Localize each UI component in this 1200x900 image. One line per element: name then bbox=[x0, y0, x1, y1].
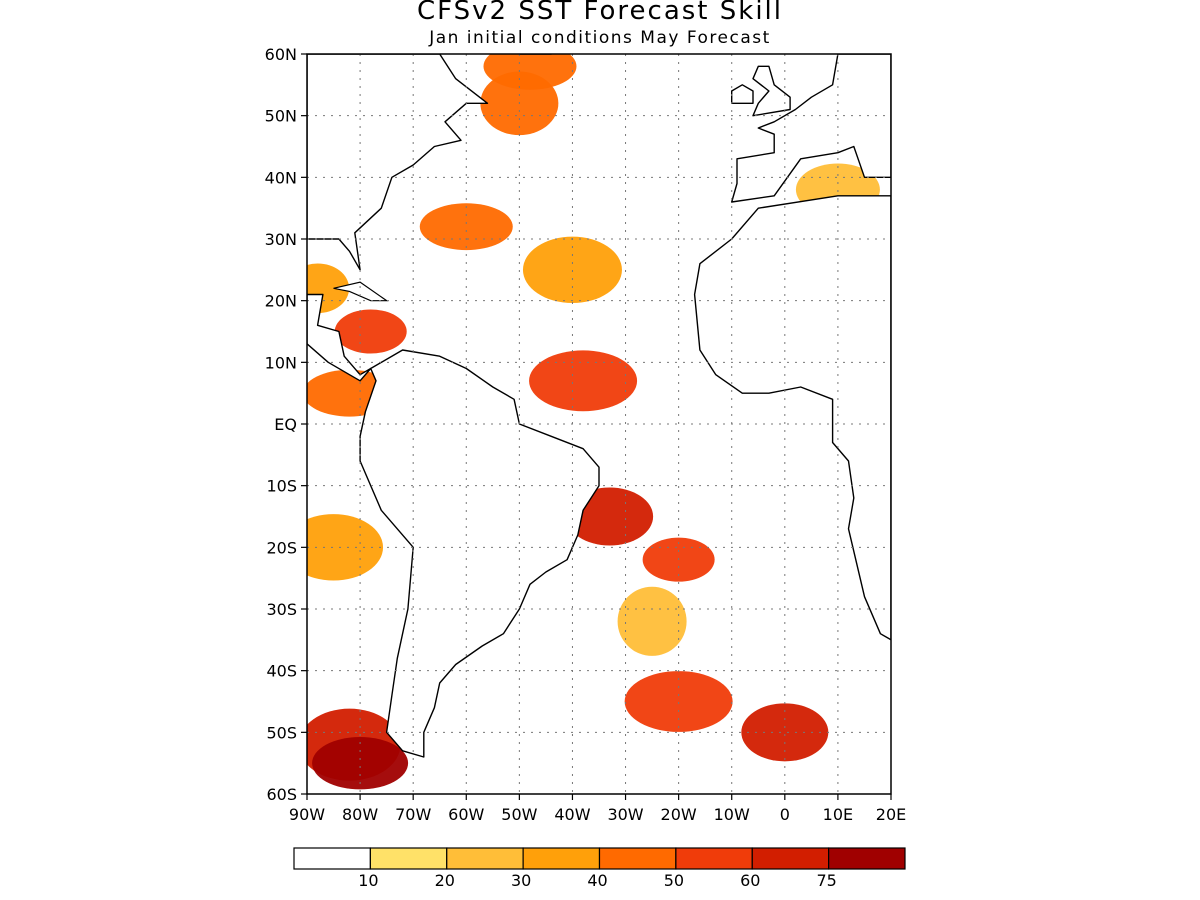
central-america-landmass bbox=[307, 293, 372, 382]
colorbar-swatch bbox=[675, 847, 753, 870]
colorbar-swatch bbox=[522, 847, 601, 870]
latitude-tick-label: 40S bbox=[266, 662, 297, 681]
longitude-tick-label: 90W bbox=[289, 805, 325, 824]
longitude-tick-label: 80W bbox=[342, 805, 378, 824]
longitude-axis: 90W 80W 70W 60W 50W 40W 30W 20W 10W 0 10E 20E bbox=[289, 794, 906, 824]
latitude-tick-label: 30N bbox=[265, 230, 297, 249]
latitude-tick-label: 10N bbox=[265, 353, 297, 372]
map-subtitle: Jan initial conditions May Forecast bbox=[429, 28, 771, 48]
latitude-tick-label: 20N bbox=[265, 292, 297, 311]
latitude-tick-label: EQ bbox=[274, 415, 297, 434]
map-title: CFSv2 SST Forecast Skill bbox=[416, 0, 784, 26]
skill-region bbox=[419, 203, 513, 251]
longitude-tick-label: 10E bbox=[823, 805, 853, 824]
colorbar-level-label: 75 bbox=[816, 871, 836, 890]
latitude-tick-label: 10S bbox=[266, 477, 297, 496]
colorbar-swatch bbox=[828, 847, 906, 870]
british-isles-landmass bbox=[752, 65, 791, 117]
south-america-landmass bbox=[359, 349, 600, 758]
colorbar-swatch bbox=[598, 847, 677, 870]
longitude-tick-label: 0 bbox=[780, 805, 790, 824]
latitude-tick-label: 30S bbox=[266, 600, 297, 619]
africa-landmass bbox=[693, 195, 891, 641]
colorbar-swatch bbox=[751, 847, 830, 870]
skill-region bbox=[617, 586, 687, 656]
colorbar: 10 20 30 40 50 60 75 bbox=[293, 847, 906, 890]
colorbar-level-label: 50 bbox=[664, 871, 684, 890]
europe-landmass bbox=[731, 54, 891, 203]
longitude-tick-label: 30W bbox=[607, 805, 643, 824]
colorbar-swatch bbox=[446, 847, 524, 870]
cuba-landmass bbox=[333, 281, 389, 302]
skill-region bbox=[741, 703, 829, 762]
skill-region bbox=[334, 309, 407, 354]
longitude-tick-label: 70W bbox=[395, 805, 431, 824]
north-america-landmass bbox=[307, 54, 489, 271]
latitude-tick-label: 40N bbox=[265, 168, 297, 187]
skill-region bbox=[522, 236, 622, 304]
latitude-tick-label: 50N bbox=[265, 107, 297, 126]
colorbar-level-label: 60 bbox=[740, 871, 760, 890]
colorbar-swatch bbox=[293, 847, 371, 870]
latitude-tick-label: 60N bbox=[265, 45, 297, 64]
longitude-tick-label: 20E bbox=[876, 805, 906, 824]
longitude-tick-label: 20W bbox=[661, 805, 697, 824]
longitude-tick-label: 60W bbox=[448, 805, 484, 824]
latitude-tick-label: 20S bbox=[266, 538, 297, 557]
longitude-tick-label: 50W bbox=[501, 805, 537, 824]
latitude-axis: 60N 50N 40N 30N 20N 10N EQ 10S 20S 30S 40S 50S 60S bbox=[265, 45, 307, 804]
latitude-tick-label: 50S bbox=[266, 723, 297, 742]
map-gridlines bbox=[307, 54, 891, 794]
skill-region bbox=[483, 54, 577, 90]
ireland-landmass bbox=[731, 84, 754, 105]
colorbar-level-label: 30 bbox=[511, 871, 531, 890]
longitude-tick-label: 40W bbox=[554, 805, 590, 824]
colorbar-level-label: 20 bbox=[435, 871, 455, 890]
colorbar-swatch bbox=[369, 847, 448, 870]
skill-region bbox=[312, 736, 409, 790]
skill-region bbox=[307, 514, 384, 581]
colorbar-level-label: 10 bbox=[358, 871, 378, 890]
skill-region bbox=[529, 350, 638, 412]
colorbar-level-label: 40 bbox=[587, 871, 607, 890]
latitude-tick-label: 60S bbox=[266, 785, 297, 804]
longitude-tick-label: 10W bbox=[714, 805, 750, 824]
skill-region bbox=[624, 671, 733, 732]
map-area bbox=[307, 54, 891, 794]
land-masses bbox=[307, 54, 891, 758]
